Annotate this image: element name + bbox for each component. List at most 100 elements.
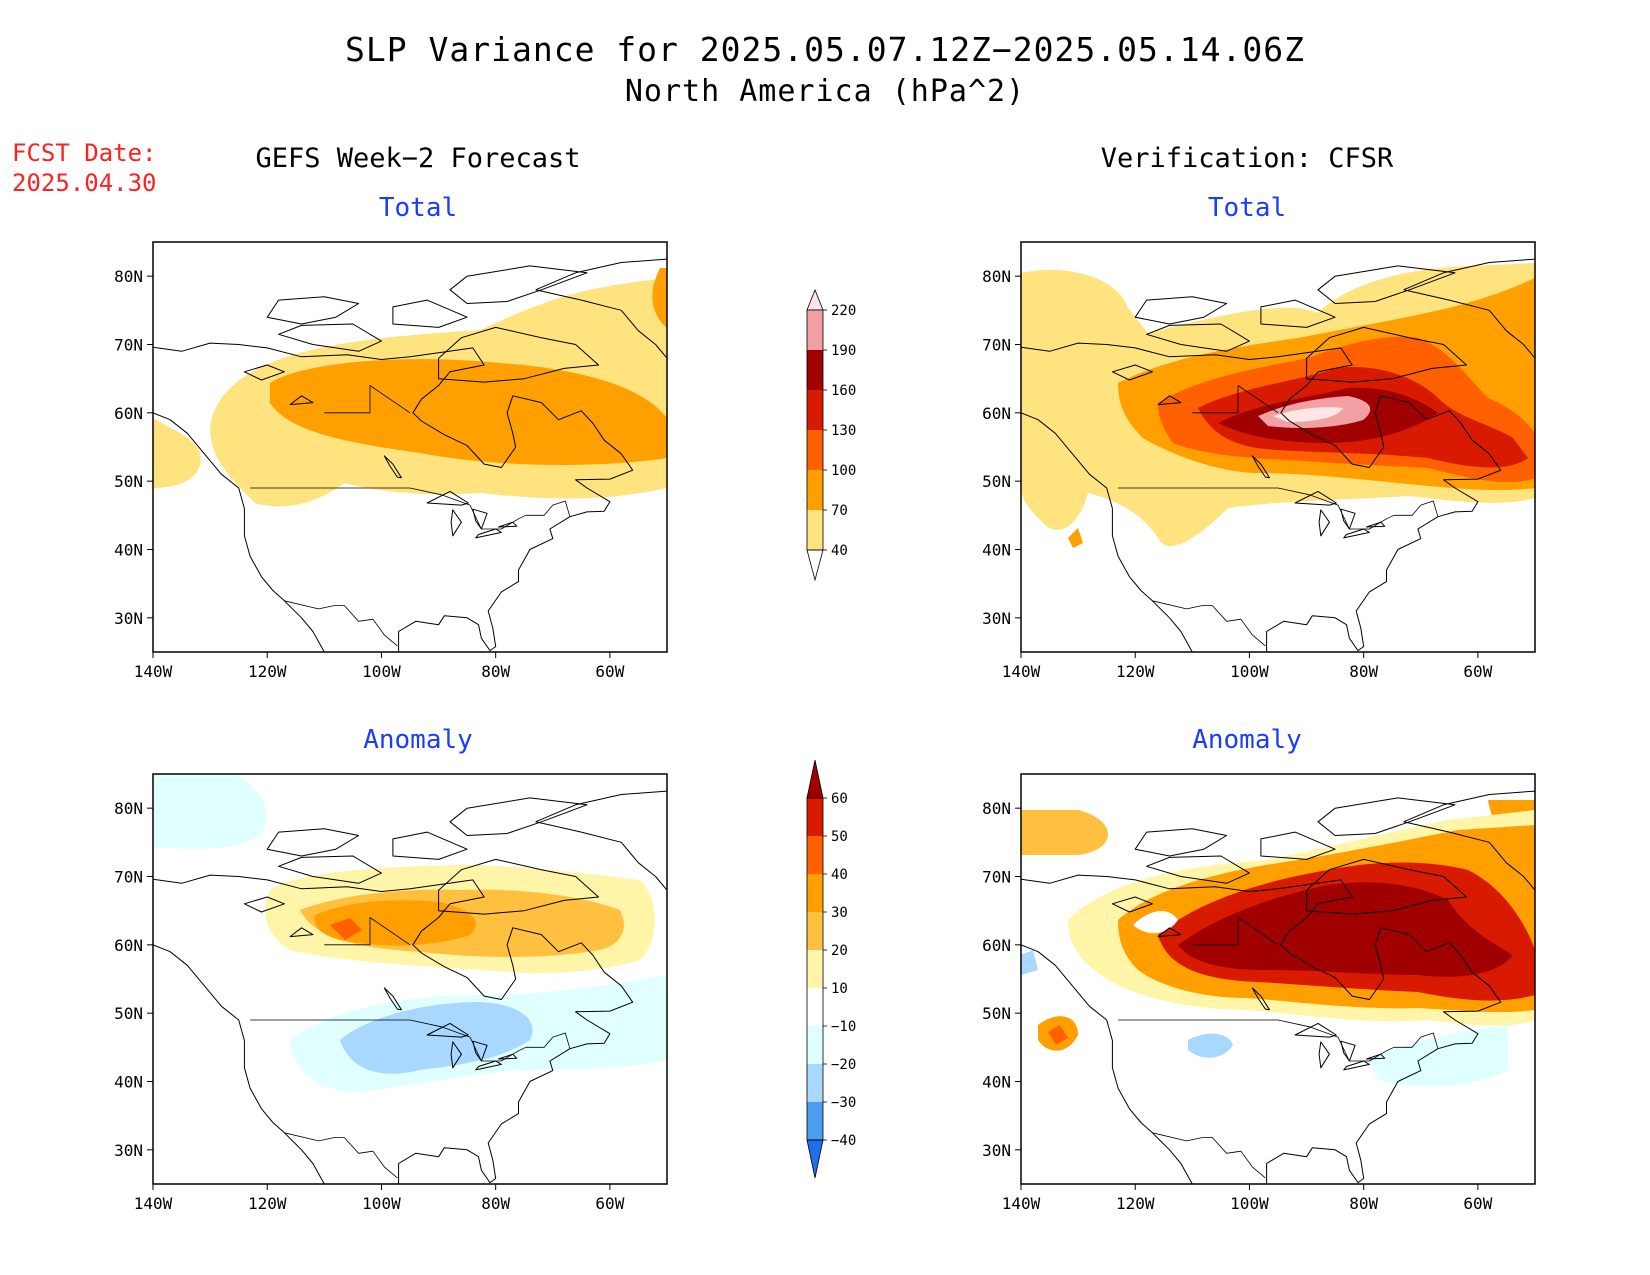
island-outline (278, 323, 382, 352)
lake-outline (1251, 987, 1270, 1011)
colorbar-segment (807, 510, 823, 550)
border-line (1152, 1132, 1266, 1179)
lake-outline (1251, 455, 1270, 479)
lake-outline (450, 1041, 462, 1069)
contour-region (153, 774, 267, 849)
lon-tick-label: 140W (134, 662, 173, 681)
lat-tick-label: 80N (982, 799, 1011, 818)
colorbar-segment (807, 874, 823, 912)
coastline (1021, 790, 1535, 1184)
border-line (324, 385, 411, 414)
lat-tick-label: 70N (982, 336, 1011, 355)
greenland-outline (1403, 790, 1535, 891)
map-frame (152, 241, 668, 653)
lat-tick-label: 60N (114, 936, 143, 955)
coastline (1021, 258, 1535, 652)
lake-outline (289, 927, 314, 938)
lon-tick-label: 140W (1002, 1194, 1041, 1213)
colorbar-label: 30 (831, 905, 848, 921)
colorbar-label: 40 (831, 543, 848, 559)
border-line (324, 917, 411, 946)
colorbar-label: 130 (831, 423, 856, 439)
map-frame (1020, 773, 1536, 1185)
lat-tick-label: 30N (982, 609, 1011, 628)
main-title: SLP Variance for 2025.05.07.12Z−2025.05.… (345, 30, 1305, 69)
coastline (153, 790, 667, 1184)
fcst-date-block: FCST Date: 2025.04.30 (12, 138, 157, 198)
map-frame (1020, 241, 1536, 653)
colorbar-label: 190 (831, 343, 856, 359)
left-column-title: GEFS Week−2 Forecast (255, 143, 581, 174)
island-outline (392, 831, 468, 860)
contour-region (1178, 882, 1513, 977)
lake-outline (498, 521, 518, 528)
contour-region (1188, 1033, 1233, 1058)
map-frame (152, 773, 668, 1185)
colorbar-label: 60 (831, 791, 848, 807)
lake-outline (1366, 1053, 1386, 1060)
lon-tick-label: 120W (248, 662, 287, 681)
colorbar-segment (807, 350, 823, 390)
island-outline (449, 265, 588, 304)
island-outline (1260, 831, 1336, 860)
lake-outline (450, 509, 462, 537)
colorbar-total: 220 190 160 130 100 70 40 (806, 288, 856, 582)
island-outline (1134, 296, 1228, 325)
lat-tick-label: 70N (114, 868, 143, 887)
lake-outline (1318, 509, 1330, 537)
lat-tick-label: 80N (114, 799, 143, 818)
colorbar-segment (807, 470, 823, 510)
lat-tick-label: 50N (114, 1004, 143, 1023)
lon-tick-label: 60W (1463, 1194, 1492, 1213)
fcst-date-value: 2025.04.30 (12, 169, 157, 197)
contour-region (153, 418, 201, 488)
island-outline (1260, 299, 1336, 328)
colorbar-outline (806, 797, 824, 1141)
colorbar-cap-bottom (806, 549, 824, 582)
lat-tick-label: 70N (982, 868, 1011, 887)
island-outline (1317, 265, 1456, 304)
border-line (1192, 385, 1279, 414)
border-line (1192, 917, 1279, 946)
border-line (284, 1132, 398, 1179)
border-line (1152, 600, 1266, 647)
contour-region (330, 918, 362, 940)
contour-region (652, 268, 667, 328)
lat-tick-label: 50N (982, 472, 1011, 491)
lake-outline (498, 1053, 518, 1060)
colorbar-label: −20 (831, 1057, 856, 1073)
lon-tick-label: 140W (1002, 662, 1041, 681)
colorbar-anomaly: 60 50 40 30 20 10 −10 −20 −30 −40 (806, 759, 856, 1179)
lake-outline (383, 455, 402, 479)
lake-outline (1157, 927, 1182, 938)
lake-outline (243, 364, 285, 381)
border-line (1118, 487, 1439, 530)
lake-outline (1318, 1041, 1330, 1069)
lon-tick-label: 100W (1230, 1194, 1269, 1213)
contour-region (270, 359, 667, 465)
colorbar-segment (807, 988, 823, 1026)
coastline (153, 258, 667, 652)
colorbar-label: 50 (831, 829, 848, 845)
lon-tick-label: 140W (134, 1194, 173, 1213)
lat-tick-label: 50N (982, 1004, 1011, 1023)
lat-tick-label: 60N (114, 404, 143, 423)
contour-region (1368, 1025, 1508, 1087)
lat-tick-label: 30N (114, 1141, 143, 1160)
colorbar-segment (807, 390, 823, 430)
lat-tick-label: 40N (114, 1073, 143, 1092)
island-outline (278, 855, 382, 884)
island-outline (438, 326, 599, 383)
island-outline (392, 299, 468, 328)
panel-subtitle-cfsr-total: Total (1207, 193, 1287, 223)
lat-tick-label: 30N (982, 1141, 1011, 1160)
colorbar-segment (807, 836, 823, 874)
colorbar-segment (807, 430, 823, 470)
colorbar-segment (807, 950, 823, 988)
colorbar-segment (807, 1102, 823, 1140)
lat-tick-label: 60N (982, 936, 1011, 955)
contour-region (1133, 910, 1178, 934)
main-subtitle: North America (hPa^2) (624, 74, 1026, 109)
island-outline (438, 858, 599, 915)
lat-tick-label: 40N (114, 541, 143, 560)
